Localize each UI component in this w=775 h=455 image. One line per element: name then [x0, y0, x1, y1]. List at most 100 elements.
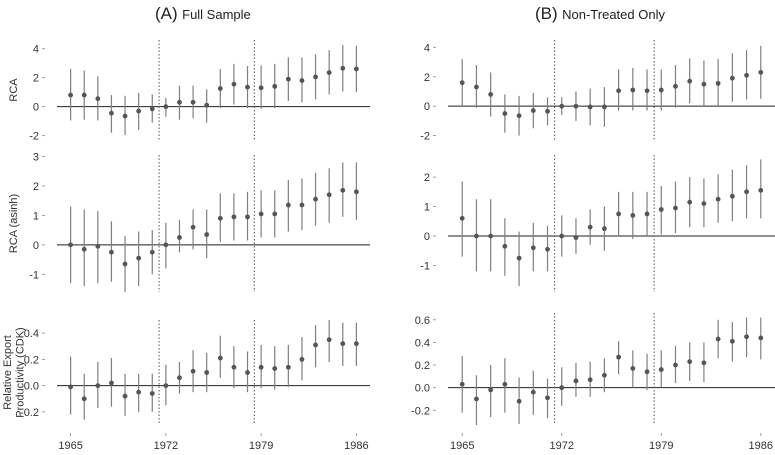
- panel-b1-point: [516, 113, 522, 119]
- panel-b2-point: [630, 212, 636, 218]
- panel-b2-point: [601, 226, 607, 232]
- panel-a3-point: [190, 368, 196, 374]
- panel-b3-point: [545, 395, 550, 401]
- panel-b1-point: [601, 104, 607, 110]
- panel-a1-point: [326, 70, 332, 76]
- panel-a1-ytick-label: 2: [33, 73, 39, 85]
- panel-b2-point: [488, 233, 494, 239]
- panel-a3-point: [245, 370, 250, 375]
- panel-b2-point: [516, 255, 522, 261]
- panel-a2-point: [272, 211, 278, 217]
- panel-a2-point: [81, 246, 87, 252]
- panel-a3-ytick-label: 0.2: [24, 354, 39, 366]
- panel-b2-ytick-label: 2: [424, 172, 430, 184]
- panel-b2-point: [729, 193, 735, 199]
- panel-a2-ylabel: RCA (asinh): [8, 194, 20, 253]
- panel-a2-point: [245, 214, 250, 220]
- panel-b1-point: [644, 88, 650, 94]
- panel-a1-point: [122, 113, 128, 119]
- panel-a1-point: [231, 81, 237, 87]
- panel-a1-point: [190, 99, 196, 105]
- panel-b1-ytick-label: 0: [424, 101, 430, 113]
- panel-a1-ytick-label: 4: [33, 44, 39, 56]
- panel-a2-point: [340, 187, 346, 193]
- panel-b3-point: [587, 377, 593, 383]
- panel-b3-point: [758, 335, 764, 341]
- panel-b2-point: [459, 215, 465, 221]
- panel-a2-ytick-label: 2: [33, 181, 39, 193]
- panel-b3-point: [474, 396, 479, 402]
- panel-b1-point: [630, 87, 636, 93]
- panel-a3-xtick-label: 1965: [58, 440, 82, 452]
- panel-a3-point: [217, 355, 223, 361]
- panel-a3-point: [340, 341, 346, 347]
- panel-a3-point: [204, 370, 210, 375]
- panel-a2-point: [136, 255, 142, 261]
- panel-b3-ytick-label: 0.2: [415, 360, 430, 372]
- panel-b2-point: [502, 243, 508, 249]
- panel-a2-point: [68, 242, 74, 248]
- panel-b3-point: [559, 385, 565, 391]
- panel-a2-ytick-label: -1: [29, 269, 39, 281]
- panel-a2-point: [204, 232, 210, 237]
- panel-b1-point: [744, 72, 749, 78]
- panel-b3-point: [701, 360, 707, 366]
- panel-a3-point: [272, 366, 278, 371]
- panel-b1-point: [573, 103, 579, 109]
- column-a-letter: (A): [155, 4, 178, 23]
- panel-a3-point: [313, 342, 318, 348]
- panel-a3-point: [109, 380, 114, 386]
- panel-b1-point: [687, 78, 693, 84]
- panel-b1-ytick-label: 4: [424, 42, 430, 54]
- panel-b2-point: [744, 189, 749, 195]
- panel-b3-point: [516, 398, 522, 404]
- panel-b3-ytick-label: 0.4: [415, 337, 430, 349]
- column-a-name: Full Sample: [182, 7, 251, 22]
- panel-a2-ytick-label: 0: [33, 240, 39, 252]
- panel-b3-point: [673, 362, 678, 368]
- column-b-name: Non-Treated Only: [562, 7, 665, 22]
- panel-a3-point: [163, 383, 169, 389]
- panel-b2-point: [587, 224, 593, 230]
- panel-b1-point: [658, 87, 664, 93]
- panel-b1-point: [587, 104, 593, 110]
- panel-a2-point: [109, 249, 114, 255]
- panel-a3-point: [81, 396, 87, 402]
- panel-b2-point: [701, 201, 707, 207]
- panel-b3-ytick-label: -0.2: [411, 405, 430, 417]
- panel-a1-point: [272, 83, 278, 89]
- panel-b1-point: [729, 75, 735, 81]
- panel-a2-point: [122, 261, 128, 267]
- panel-a3-point: [149, 391, 155, 396]
- panel-b1-point: [673, 83, 678, 89]
- panel-b1-point: [701, 81, 707, 87]
- panel-b3-point: [573, 378, 579, 384]
- panel-a2-ytick-label: 1: [33, 210, 39, 222]
- panel-a2-point: [258, 211, 264, 217]
- panel-b2-point: [573, 235, 579, 240]
- column-b-letter: (B): [535, 4, 558, 23]
- panel-b1-point: [530, 108, 536, 113]
- panel-b3-point: [601, 372, 607, 378]
- panel-b1-point: [488, 92, 494, 97]
- panel-b3-point: [630, 366, 636, 371]
- panel-a3-point: [177, 375, 182, 381]
- column-title-b: (B) Non-Treated Only: [535, 4, 665, 24]
- panel-a1-point: [163, 104, 169, 110]
- panel-a3-point: [136, 389, 142, 395]
- panel-b2-point: [616, 211, 622, 217]
- panel-a1-ytick-label: -2: [29, 131, 39, 143]
- panel-a2-point: [285, 202, 291, 208]
- panel-a1-point: [149, 106, 155, 112]
- panel-b3-point: [644, 369, 650, 375]
- panel-a1-point: [258, 85, 264, 91]
- panel-b1-point: [715, 80, 721, 86]
- panel-a1-ytick-label: 0: [33, 102, 39, 114]
- panel-a2-point: [217, 215, 223, 221]
- panel-b3-xtick-label: 1965: [450, 440, 474, 452]
- panel-a1-point: [109, 110, 114, 116]
- panel-b3-point: [488, 387, 494, 393]
- panel-a1-ylabel: RCA: [8, 78, 20, 102]
- panel-b3-point: [729, 338, 735, 344]
